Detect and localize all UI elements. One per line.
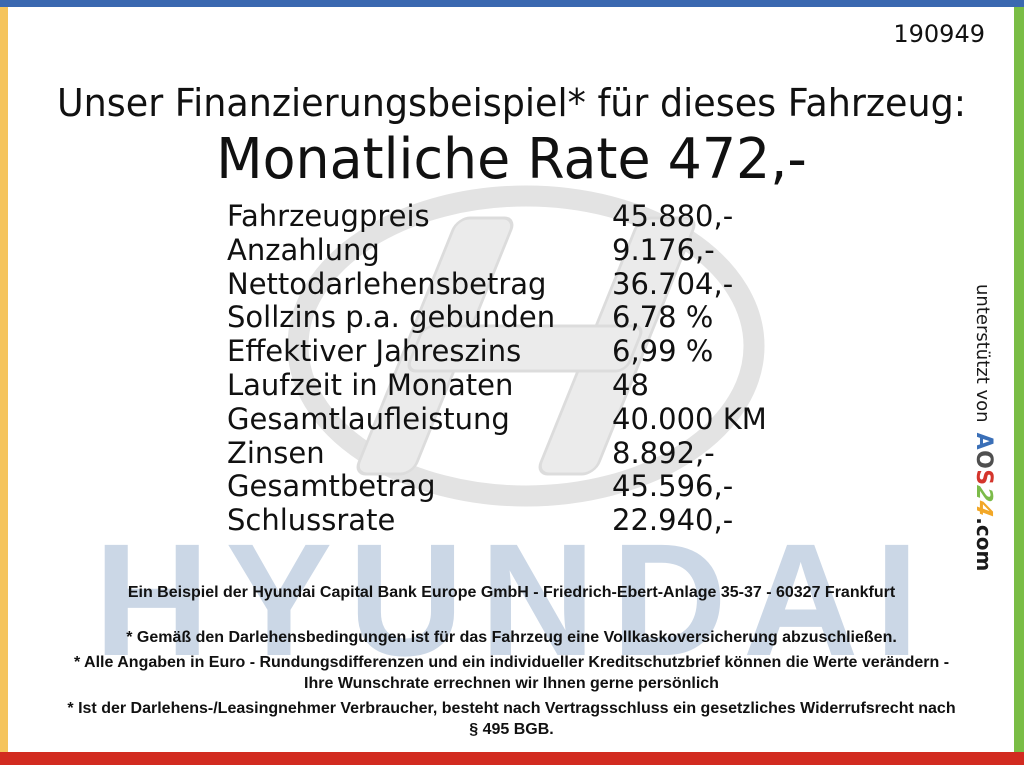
row-value: 48 xyxy=(612,367,649,402)
table-row: Fahrzeugpreis 45.880,- xyxy=(227,199,767,234)
aos24-letter: O xyxy=(971,450,996,470)
monthly-rate-headline: Monatliche Rate 472,- xyxy=(216,127,807,192)
hyundai-brand-watermark: HYUNDAI xyxy=(94,510,935,689)
intro-line: Unser Finanzierungsbeispiel* für dieses … xyxy=(56,81,967,125)
bank-example-line: Ein Beispiel der Hyundai Capital Bank Eu… xyxy=(127,584,896,601)
table-row: Anzahlung 9.176,- xyxy=(227,232,767,268)
row-label: Nettodarlehensbetrag xyxy=(227,266,547,301)
table-row: Laufzeit in Monaten 48 xyxy=(227,367,767,403)
table-row: Schlussrate 22.940,- xyxy=(227,503,767,538)
row-value: 36.704,- xyxy=(612,266,734,301)
footer: Ein Beispiel der Hyundai Capital Bank Eu… xyxy=(9,582,1014,744)
row-label: Effektiver Jahreszins xyxy=(227,334,522,369)
finance-table: Fahrzeugpreis 45.880,- Anzahlung 9.176,-… xyxy=(227,199,767,538)
table-row: Nettodarlehensbetrag 36.704,- xyxy=(227,266,767,302)
row-value: 8.892,- xyxy=(612,435,715,470)
row-value: 45.880,- xyxy=(612,199,734,233)
supported-by-vertical-text: unterstützt von AOS24.com xyxy=(971,284,996,571)
frame-right-bar xyxy=(1014,7,1024,752)
frame-left-bar xyxy=(0,7,8,752)
table-row: Effektiver Jahreszins 6,99 % xyxy=(227,334,767,369)
aos24-letter: S xyxy=(971,469,996,486)
frame-bottom-bar xyxy=(0,752,1024,765)
row-label: Gesamtlaufleistung xyxy=(227,401,510,436)
row-value: 40.000 KM xyxy=(612,401,767,436)
row-label: Laufzeit in Monaten xyxy=(227,367,514,402)
reference-number: 190949 xyxy=(893,20,985,48)
footnote: * Gemäß den Darlehensbedingungen ist für… xyxy=(126,629,897,646)
table-row: Gesamtbetrag 45.596,- xyxy=(227,470,767,504)
footnote: * Alle Angaben in Euro - Rundungsdiffere… xyxy=(73,654,950,692)
footnote: * Ist der Darlehens-/Leasingnehmer Verbr… xyxy=(67,700,956,738)
row-value: 45.596,- xyxy=(612,469,734,504)
row-value: 6,99 % xyxy=(612,334,714,369)
frame-top-bar xyxy=(0,0,1024,7)
row-value: 6,78 % xyxy=(612,300,714,335)
row-label: Sollzins p.a. gebunden xyxy=(227,300,556,335)
row-value: 9.176,- xyxy=(612,232,715,267)
table-row: Gesamtlaufleistung 40.000 KM xyxy=(227,401,767,437)
aos24-letter: A xyxy=(971,432,996,451)
row-value: 22.940,- xyxy=(612,503,734,538)
row-label: Fahrzeugpreis xyxy=(227,199,430,233)
row-label: Anzahlung xyxy=(227,232,380,267)
table-row: Sollzins p.a. gebunden 6,78 % xyxy=(227,301,767,335)
row-label: Gesamtbetrag xyxy=(227,469,436,504)
aos24-domain-suffix: .com xyxy=(972,517,996,572)
aos24-logo: AOS24 xyxy=(971,432,996,520)
row-label: Zinsen xyxy=(227,435,325,470)
supported-by-label: unterstützt von xyxy=(972,284,993,423)
table-row: Zinsen 8.892,- xyxy=(227,435,767,471)
row-label: Schlussrate xyxy=(227,503,396,538)
